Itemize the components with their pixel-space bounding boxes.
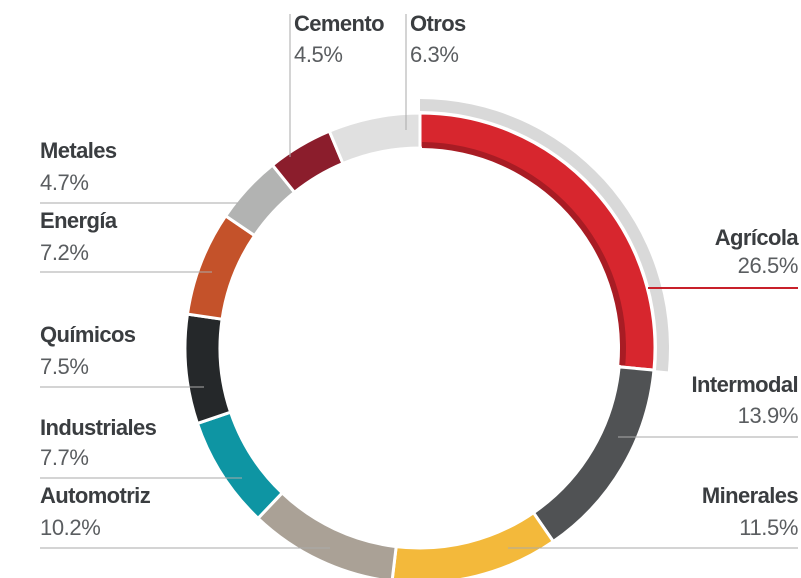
value-label: 26.5% (738, 253, 798, 278)
value-label: 13.9% (738, 403, 798, 428)
value-label: 6.3% (410, 42, 459, 67)
category-label: Minerales (702, 483, 798, 508)
segment (255, 490, 398, 578)
segment (531, 365, 656, 544)
segment (183, 312, 233, 426)
value-label: 4.5% (294, 42, 343, 67)
segment (195, 410, 285, 521)
category-label: Automotriz (40, 483, 151, 508)
category-label: Industriales (40, 415, 157, 440)
segment (390, 510, 556, 578)
category-label: Químicos (40, 322, 136, 347)
category-label: Agrícola (715, 225, 800, 250)
category-label: Cemento (294, 11, 384, 36)
category-label: Intermodal (692, 372, 798, 397)
value-label: 7.2% (40, 240, 89, 265)
value-label: 7.7% (40, 445, 89, 470)
category-label: Otros (410, 11, 466, 36)
category-label: Metales (40, 138, 117, 163)
value-label: 11.5% (739, 515, 798, 540)
value-label: 7.5% (40, 354, 89, 379)
category-label: Energía (40, 208, 118, 233)
segment (185, 213, 257, 321)
value-label: 10.2% (40, 515, 100, 540)
segment (327, 111, 422, 166)
value-label: 4.7% (40, 170, 89, 195)
